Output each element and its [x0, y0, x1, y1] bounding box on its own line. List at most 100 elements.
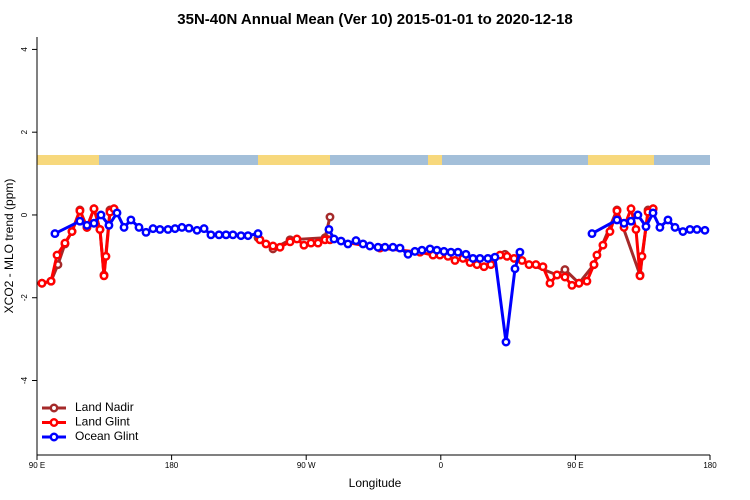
- data-point: [236, 231, 246, 241]
- data-point: [275, 242, 285, 252]
- data-point: [325, 212, 335, 222]
- data-point: [52, 250, 62, 260]
- data-point: [170, 224, 180, 234]
- data-point: [403, 249, 413, 259]
- land-patch: [37, 155, 99, 165]
- data-point: [439, 246, 449, 256]
- sea-band: [37, 155, 710, 165]
- data-point: [475, 253, 485, 263]
- data-point: [343, 239, 353, 249]
- data-point: [148, 224, 158, 234]
- series: [50, 208, 710, 347]
- data-point: [468, 253, 478, 263]
- data-point: [177, 222, 187, 232]
- data-point: [89, 204, 99, 214]
- y-axis-label: XCO2 - MLO trend (ppm): [2, 179, 16, 314]
- data-point: [268, 241, 278, 251]
- data-point: [582, 276, 592, 286]
- legend-marker: [49, 432, 59, 442]
- data-point: [641, 222, 651, 231]
- legend-marker: [49, 418, 59, 427]
- x-tick-label: 180: [703, 461, 717, 470]
- data-point: [635, 271, 645, 281]
- data-point: [574, 278, 584, 288]
- data-point: [395, 243, 405, 253]
- data-point: [358, 239, 368, 249]
- data-point: [567, 280, 577, 290]
- data-point: [285, 237, 295, 247]
- data-point: [206, 230, 216, 240]
- data-point: [99, 271, 109, 281]
- data-point: [46, 276, 56, 286]
- data-point: [598, 240, 608, 250]
- data-point: [214, 230, 224, 240]
- data-point: [261, 239, 271, 249]
- data-point: [50, 229, 60, 239]
- data-point: [60, 238, 70, 248]
- data-point: [515, 247, 525, 257]
- data-point: [89, 218, 99, 228]
- data-point: [560, 272, 570, 282]
- data-point: [425, 244, 435, 254]
- data-point: [589, 260, 599, 270]
- data-point: [37, 278, 47, 288]
- y-tick-label: 2: [20, 129, 29, 134]
- data-point: [648, 208, 658, 218]
- data-point: [531, 260, 541, 270]
- data-point: [619, 218, 629, 228]
- data-point: [517, 256, 527, 265]
- data-point: [329, 234, 339, 244]
- data-point: [637, 251, 647, 261]
- data-point: [373, 242, 383, 252]
- data-point: [112, 208, 122, 218]
- x-tick-label: 0: [439, 461, 444, 470]
- legend-label: Land Nadir: [75, 400, 134, 414]
- data-point: [192, 225, 202, 235]
- data-point: [453, 247, 463, 257]
- data-point: [631, 224, 641, 234]
- legend-label: Land Glint: [75, 415, 130, 429]
- data-point: [324, 224, 334, 234]
- legend-marker: [49, 403, 59, 413]
- data-point: [134, 222, 144, 232]
- data-point: [510, 264, 520, 274]
- data-point: [700, 225, 710, 235]
- data-point: [410, 246, 420, 256]
- y-tick-label: -4: [20, 376, 29, 384]
- x-tick-label: 90 W: [297, 461, 316, 470]
- data-point: [612, 206, 622, 216]
- data-point: [82, 220, 92, 230]
- legend-label: Ocean Glint: [75, 429, 139, 443]
- data-point: [155, 224, 165, 234]
- data-point: [612, 215, 622, 225]
- data-point: [538, 262, 548, 272]
- data-point: [336, 236, 346, 246]
- data-point: [221, 230, 231, 240]
- data-point: [163, 224, 173, 234]
- land-patch: [258, 155, 330, 165]
- data-point: [633, 210, 643, 220]
- data-point: [502, 251, 512, 261]
- data-point: [479, 262, 489, 272]
- data-point: [313, 238, 323, 248]
- data-point: [432, 245, 442, 255]
- data-point: [184, 223, 194, 233]
- data-point: [253, 229, 263, 239]
- data-point: [501, 337, 511, 347]
- data-point: [626, 216, 636, 226]
- data-point: [101, 251, 111, 261]
- data-point: [75, 216, 85, 226]
- data-point: [243, 231, 253, 241]
- data-point: [299, 240, 309, 250]
- y-tick-label: -2: [20, 294, 29, 302]
- data-point: [417, 245, 427, 255]
- data-point: [670, 222, 680, 232]
- data-point: [306, 238, 316, 248]
- x-tick-label: 90 E: [29, 461, 45, 470]
- data-point: [388, 242, 398, 252]
- data-point: [446, 247, 456, 257]
- data-point: [552, 270, 562, 280]
- data-point: [592, 250, 602, 260]
